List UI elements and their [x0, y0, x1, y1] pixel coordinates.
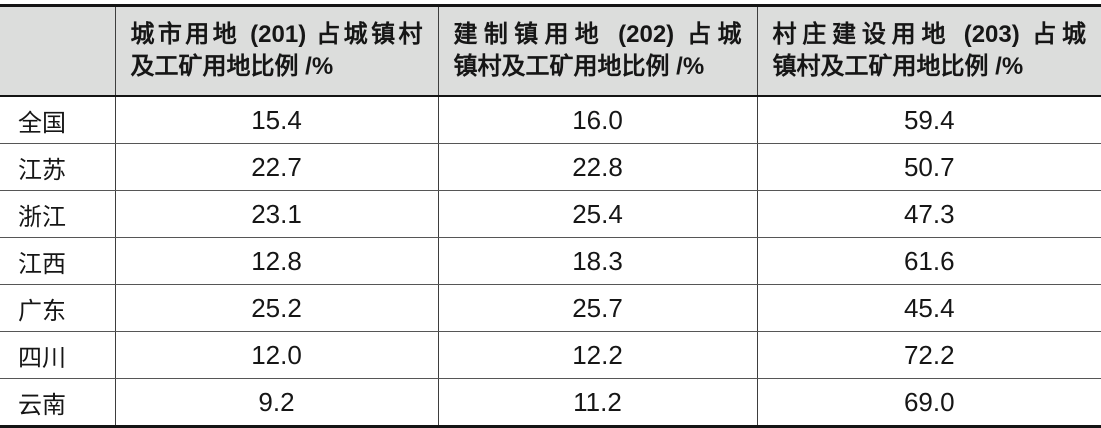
table-row-sichuan: 四川 12.0 12.2 72.2 [0, 331, 1101, 379]
value-cell: 15.4 [114, 96, 438, 144]
value-cell: 9.2 [114, 378, 438, 427]
corner-cell [0, 5, 115, 97]
value-cell: 72.2 [756, 331, 1101, 379]
table-row-yunnan: 云南 9.2 11.2 69.0 [0, 378, 1101, 427]
value-cell: 45.4 [756, 284, 1101, 332]
table-row-jiangsu: 江苏 22.7 22.8 50.7 [0, 143, 1101, 191]
value-cell: 23.1 [114, 190, 438, 238]
value-cell: 12.2 [437, 331, 757, 379]
value-cell: 69.0 [756, 378, 1101, 427]
column-header-text: 建制镇用地 (202) 占城 [453, 20, 742, 48]
region-label: 云南 [18, 391, 66, 419]
region-label: 浙江 [0, 190, 115, 238]
value-cell: 25.2 [114, 284, 438, 332]
region-label: 江西 [0, 237, 115, 285]
column-header-town-land: 建制镇用地 (202) 占城 镇村及工矿用地比例 /% [437, 5, 757, 97]
column-header-urban-land: 城市用地 (201) 占城镇村 及工矿用地比例 /% [114, 5, 438, 97]
value-cell: 18.3 [437, 237, 757, 285]
table-row-national: 全国 15.4 16.0 59.4 [0, 96, 1101, 144]
value-cell: 25.7 [437, 284, 757, 332]
column-header-text: 镇村及工矿用地比例 /% [772, 53, 1024, 80]
header-row: 城市用地 (201) 占城镇村 及工矿用地比例 /% 建制镇用地 (202) 占… [0, 5, 1101, 97]
region-label: 全国 [0, 96, 115, 144]
region-label: 四川 [0, 331, 115, 379]
column-header-text: 城市用地 (201) 占城镇村 [130, 20, 423, 48]
table-row-zhejiang: 浙江 23.1 25.4 47.3 [0, 190, 1101, 238]
land-use-ratio-table: 城市用地 (201) 占城镇村 及工矿用地比例 /% 建制镇用地 (202) 占… [0, 4, 1101, 428]
value-cell: 61.6 [756, 237, 1101, 285]
value-cell: 59.4 [756, 96, 1101, 144]
value-cell: 50.7 [756, 143, 1101, 191]
column-header-village-land: 村庄建设用地 (203) 占城 镇村及工矿用地比例 /% [756, 5, 1101, 97]
value-cell: 22.8 [437, 143, 757, 191]
column-header-text: 及工矿用地比例 /% [130, 53, 334, 80]
value-cell: 47.3 [756, 190, 1101, 238]
value-cell: 12.8 [114, 237, 438, 285]
region-label: 广东 [0, 284, 115, 332]
value-cell: 22.7 [114, 143, 438, 191]
value-cell: 12.0 [114, 331, 438, 379]
region-label: 江苏 [0, 143, 115, 191]
value-cell: 11.2 [437, 378, 757, 427]
table-row-guangdong: 广东 25.2 25.7 45.4 [0, 284, 1101, 332]
value-cell: 16.0 [437, 96, 757, 144]
table-row-jiangxi: 江西 12.8 18.3 61.6 [0, 237, 1101, 285]
column-header-text: 村庄建设用地 (203) 占城 [772, 20, 1087, 48]
column-header-text: 镇村及工矿用地比例 /% [453, 53, 705, 80]
value-cell: 25.4 [437, 190, 757, 238]
